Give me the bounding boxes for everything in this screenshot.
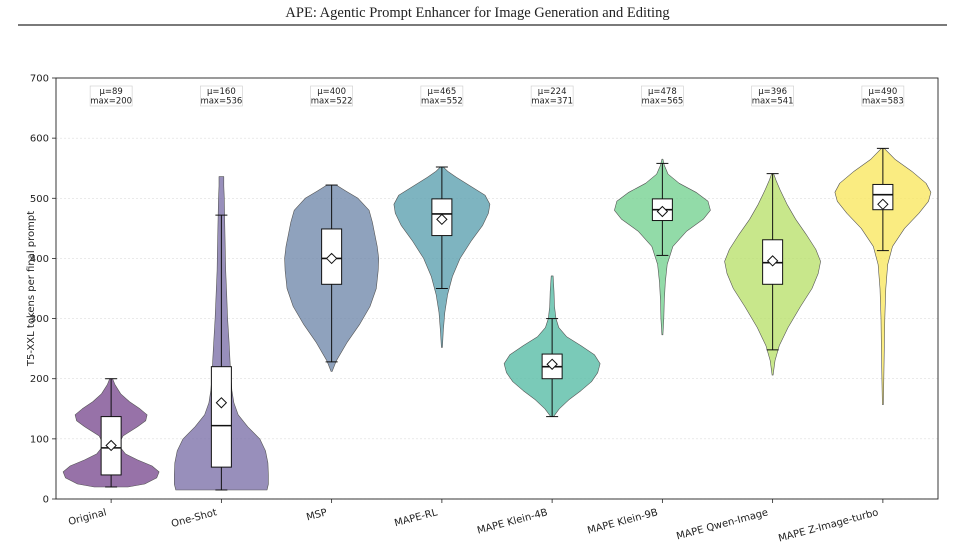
stat-max-label: max=200	[90, 97, 132, 107]
stat-mean-label: μ=396	[758, 87, 787, 97]
stat-mean-label: μ=465	[427, 87, 456, 97]
x-tick-label: One-Shot	[170, 507, 218, 530]
x-tick-label: MAPE Klein-4B	[476, 507, 549, 536]
mean-marker	[105, 439, 117, 452]
stat-max-label: max=583	[862, 97, 904, 107]
stat-annotation-frame	[641, 85, 684, 107]
stat-annotation-frame	[530, 85, 574, 107]
y-tick-label: 200	[30, 374, 49, 385]
mean-marker	[877, 198, 889, 211]
mean-marker	[436, 213, 448, 226]
stat-mean-label: μ=400	[317, 87, 346, 97]
stat-mean-label: μ=478	[648, 87, 677, 97]
x-tick-label: MAPE Qwen-Image	[675, 507, 769, 542]
stat-max-label: max=541	[752, 97, 794, 107]
x-tick-label: MSP	[305, 507, 328, 523]
stat-annotation-frame	[420, 85, 464, 107]
y-tick-label: 400	[30, 254, 49, 265]
stat-max-label: max=371	[531, 97, 573, 107]
mean-marker	[215, 397, 228, 409]
x-tick-label: MAPE Klein-9B	[586, 507, 659, 536]
mean-marker	[766, 255, 779, 267]
stat-max-label: max=565	[641, 97, 683, 107]
x-tick-label: MAPE-RL	[393, 507, 439, 529]
mean-marker	[325, 252, 338, 265]
stat-annotation-frame	[861, 85, 905, 107]
x-tick-label: Original	[67, 507, 108, 528]
y-tick-label: 700	[30, 74, 49, 85]
page-header-title: APE: Agentic Prompt Enhancer for Image G…	[285, 5, 670, 21]
y-tick-label: 300	[30, 314, 49, 325]
y-tick-label: 100	[30, 434, 49, 445]
mean-marker	[546, 358, 558, 370]
y-axis-label: T5-XXL tokens per final prompt	[26, 211, 37, 367]
stat-max-label: max=552	[421, 97, 463, 107]
plot-frame	[55, 77, 939, 500]
stat-mean-label: μ=224	[538, 87, 567, 97]
stat-mean-label: μ=89	[99, 87, 122, 97]
y-tick-label: 500	[30, 194, 49, 205]
header-rule	[18, 24, 947, 26]
stat-annotation-frame	[751, 85, 794, 107]
mean-marker	[656, 205, 669, 218]
y-tick-label: 600	[30, 134, 49, 145]
stat-annotation-frame	[310, 85, 353, 107]
stat-annotation-frame	[89, 85, 133, 107]
stat-mean-label: μ=490	[868, 87, 897, 97]
stat-max-label: max=522	[311, 97, 353, 107]
iqr-box	[210, 366, 232, 468]
stat-mean-label: μ=160	[207, 87, 236, 97]
stat-annotation-frame	[200, 85, 243, 107]
x-tick-label: MAPE Z-Image-turbo	[777, 507, 879, 544]
stat-max-label: max=536	[200, 97, 242, 107]
y-tick-label: 0	[43, 495, 49, 506]
